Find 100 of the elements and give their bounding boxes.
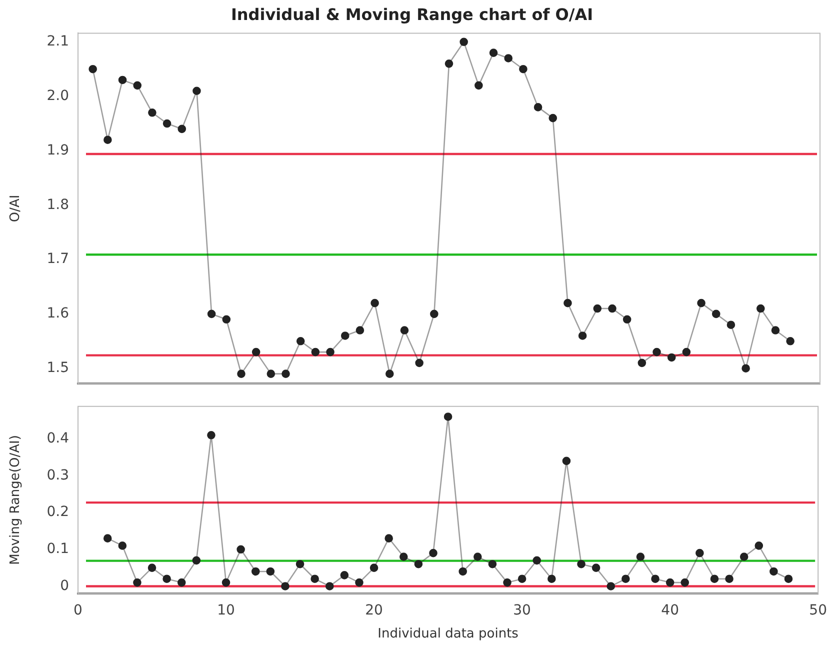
point <box>192 556 201 565</box>
point <box>742 364 750 373</box>
point <box>636 552 645 561</box>
point <box>222 578 230 587</box>
point <box>519 64 528 74</box>
point <box>133 578 142 587</box>
point <box>577 560 586 568</box>
point <box>532 556 542 565</box>
point <box>696 548 704 558</box>
x-tick-label: 0 <box>74 602 82 619</box>
point <box>564 298 572 308</box>
point <box>667 353 676 362</box>
point <box>548 574 556 584</box>
chart-title: Individual & Moving Range chart of O/AI <box>230 4 594 24</box>
y-tick-label: 1.7 <box>46 251 69 268</box>
point <box>726 320 736 329</box>
y-tick-label: 0 <box>60 578 69 594</box>
point <box>310 574 319 584</box>
point <box>534 103 542 112</box>
point <box>104 136 112 144</box>
y-tick-label: 2.0 <box>46 88 69 104</box>
point <box>784 574 793 584</box>
point <box>740 552 748 561</box>
point <box>682 348 691 356</box>
y-axis-title: O/AI <box>8 194 24 222</box>
point <box>207 310 216 318</box>
y-tick-label: 0.4 <box>46 430 70 446</box>
x-tick-label: 30 <box>513 602 531 619</box>
point <box>444 60 454 68</box>
point <box>162 574 171 584</box>
y-tick-label: 0.1 <box>46 541 69 558</box>
point <box>296 337 305 346</box>
point <box>503 578 512 587</box>
x-tick-label: 10 <box>217 602 235 619</box>
point <box>370 298 379 308</box>
point <box>415 358 424 368</box>
y-tick-label: 1.5 <box>46 360 69 376</box>
point <box>88 64 97 74</box>
point <box>400 326 409 334</box>
point <box>548 114 558 122</box>
point <box>429 548 438 558</box>
point <box>770 567 778 576</box>
point <box>162 119 172 128</box>
point <box>340 332 350 340</box>
point <box>710 574 719 584</box>
point <box>370 564 378 572</box>
point <box>399 552 408 561</box>
point <box>756 304 765 313</box>
point <box>311 348 320 356</box>
point <box>103 534 112 542</box>
point <box>622 315 632 324</box>
x-tick-label: 50 <box>809 602 828 619</box>
point <box>697 298 706 308</box>
point <box>489 48 498 57</box>
point <box>638 358 646 368</box>
point <box>222 315 231 324</box>
point <box>282 370 290 378</box>
point <box>296 560 304 568</box>
x-tick-label: 40 <box>661 602 679 619</box>
point <box>236 545 245 554</box>
point <box>430 310 438 318</box>
point <box>606 582 616 590</box>
point <box>266 567 275 576</box>
point <box>148 108 156 117</box>
point <box>725 574 734 584</box>
point <box>666 578 674 587</box>
point <box>326 348 334 356</box>
point <box>281 582 290 590</box>
point <box>251 567 260 576</box>
y-tick-label: 0.3 <box>46 467 69 484</box>
point <box>504 54 513 62</box>
point <box>118 542 127 550</box>
point <box>474 552 482 561</box>
point <box>133 81 142 90</box>
point <box>562 456 571 466</box>
point <box>340 571 349 580</box>
point <box>237 370 246 378</box>
point <box>680 578 690 587</box>
point <box>754 542 764 550</box>
point <box>712 310 720 318</box>
point <box>356 326 364 334</box>
point <box>178 124 186 134</box>
point <box>608 304 616 313</box>
y-tick-label: 1.6 <box>46 306 70 322</box>
point <box>652 348 661 356</box>
point <box>148 564 156 572</box>
point <box>622 574 630 584</box>
point <box>593 304 602 313</box>
y-tick-label: 0.2 <box>46 504 69 520</box>
y-tick-label: 1.8 <box>46 196 69 213</box>
point <box>592 564 600 572</box>
point <box>118 76 127 84</box>
y-tick-label: 1.9 <box>46 142 69 158</box>
point <box>458 567 467 576</box>
point <box>325 582 334 590</box>
point <box>355 578 364 587</box>
point <box>460 38 468 46</box>
point <box>385 370 394 378</box>
x-axis-title: Individual data points <box>378 626 519 642</box>
point <box>771 326 780 334</box>
